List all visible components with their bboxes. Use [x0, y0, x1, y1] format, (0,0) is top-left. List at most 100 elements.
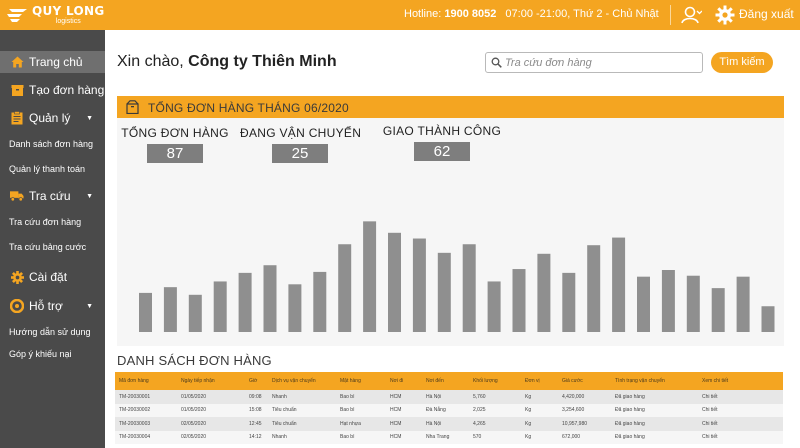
view-detail-link[interactable]: Chi tiết [698, 430, 783, 444]
sidebar-item-create-order[interactable]: Tạo đơn hàng [0, 79, 105, 101]
search-icon [491, 57, 502, 68]
table-cell: 10,957,980 [558, 417, 611, 431]
table-cell: Đã giao hàng [611, 390, 698, 404]
stat-label: TỔNG ĐƠN HÀNG [121, 126, 229, 140]
table-cell: 4,420,000 [558, 390, 611, 404]
table-cell: 02/05/2020 [177, 417, 245, 431]
search-input[interactable] [505, 55, 700, 70]
logo-tagline: logistics [55, 18, 81, 25]
sidebar-item-home[interactable]: Trang chủ [0, 51, 105, 73]
table-cell: Nhanh [268, 430, 336, 444]
table-cell: Tiêu chuẩn [268, 403, 336, 417]
table-row[interactable]: TM-20030003 02/05/2020 12:45 Tiêu chuẩn Hạt … [115, 417, 783, 431]
working-hours: 07:00 -21:00, Thứ 2 - Chủ Nhật [505, 8, 659, 20]
table-cell: 02/05/2020 [177, 430, 245, 444]
gear-icon [10, 270, 24, 284]
view-detail-link[interactable]: Chi tiết [698, 403, 783, 417]
chart-bar [388, 232, 401, 332]
column-header: Ngày tiếp nhận [177, 372, 245, 390]
sidebar-item-lookup[interactable]: Tra cứu ▼ [0, 185, 105, 207]
logo-mark-icon [7, 9, 27, 22]
view-detail-link[interactable]: Chi tiết [698, 417, 783, 431]
orders-table: Mã đơn hàng Ngày tiếp nhận Giờ Dịch vụ vận … [115, 372, 783, 444]
caret-down-icon: ▼ [86, 114, 93, 122]
table-cell: TM-20030001 [115, 390, 177, 404]
table-row[interactable]: TM-20030001 01/05/2020 09:08 Nhanh Bao bì HCM… [115, 390, 783, 404]
table-cell: Nha Trang [422, 430, 469, 444]
chart-bar [711, 288, 725, 332]
table-cell: Đà Nẵng [422, 403, 469, 417]
table-cell: HCM [386, 417, 422, 431]
table-row[interactable]: TM-20030004 02/05/2020 14:12 Nhanh Bao bì HCM… [115, 430, 783, 444]
sidebar-subitem-payment-management[interactable]: Quản lý thanh toán [0, 160, 105, 178]
sidebar-subitem-order-list[interactable]: Danh sách đơn hàng [0, 135, 105, 153]
chart-bar [612, 237, 626, 332]
chart-bar [462, 244, 476, 332]
column-header: Giá cước [558, 372, 611, 390]
search-button[interactable]: Tìm kiếm [711, 52, 773, 73]
stat-value: 62 [414, 142, 470, 161]
sidebar-item-support[interactable]: Hỗ trợ ▼ [0, 295, 105, 317]
table-cell: 12:45 [245, 417, 268, 431]
table-row[interactable]: TM-20030002 01/05/2020 15:08 Tiêu chuẩn Bao … [115, 403, 783, 417]
company-logo[interactable]: QUY LONG logistics [6, 2, 105, 28]
top-header: QUY LONG logistics Hotline: 1900 8052 07… [0, 0, 800, 30]
hotline-info: Hotline: 1900 8052 07:00 -21:00, Thứ 2 -… [404, 8, 659, 20]
sidebar-subitem-feedback[interactable]: Góp ý khiếu nại [0, 345, 105, 363]
sidebar-item-manage[interactable]: Quản lý ▼ [0, 107, 105, 129]
table-cell: Kg [521, 403, 558, 417]
column-header: Giờ [245, 372, 268, 390]
sidebar-item-label: Trang chủ [29, 55, 83, 69]
table-cell: Tiêu chuẩn [268, 417, 336, 431]
sidebar-item-label: Cài đặt [29, 270, 68, 284]
hotline-number[interactable]: 1900 8052 [444, 8, 497, 20]
sidebar-item-label: Tạo đơn hàng [29, 83, 105, 97]
table-cell: Đã giao hàng [611, 417, 698, 431]
chart-bar [238, 272, 252, 332]
sidebar-subitem-order-lookup[interactable]: Tra cứu đơn hàng [0, 213, 105, 231]
logout-button[interactable]: Đăng xuất [739, 7, 794, 21]
table-cell: TM-20030002 [115, 403, 177, 417]
stat-value: 25 [272, 144, 328, 163]
sidebar-subitem-label: Danh sách đơn hàng [9, 139, 93, 149]
sidebar-subitem-user-guide[interactable]: Hướng dẫn sử dụng [0, 323, 105, 341]
table-cell: 3,254,600 [558, 403, 611, 417]
table-cell: Hà Nội [422, 390, 469, 404]
chart-bar [163, 287, 177, 332]
chart-bar [188, 294, 202, 332]
sidebar-subitem-label: Quản lý thanh toán [9, 164, 86, 174]
user-account-icon[interactable] [680, 5, 702, 25]
order-search-box[interactable] [485, 52, 703, 73]
view-detail-link[interactable]: Chi tiết [698, 390, 783, 404]
sidebar-subitem-label: Tra cứu bảng cước [9, 242, 87, 252]
stat-delivered: GIAO THÀNH CÔNG 62 [380, 124, 504, 161]
chart-bar [736, 276, 750, 332]
column-header: Dịch vụ vận chuyển [268, 372, 336, 390]
table-cell: TM-20030004 [115, 430, 177, 444]
table-cell: 01/05/2020 [177, 403, 245, 417]
stat-value: 87 [147, 144, 203, 163]
chart-bar [313, 271, 327, 332]
column-header: Nơi đi [386, 372, 422, 390]
sidebar-item-settings[interactable]: Cài đặt [0, 266, 105, 288]
table-cell: Bao bì [336, 430, 386, 444]
settings-gear-icon[interactable] [715, 5, 735, 25]
stat-in-transit: ĐANG VẬN CHUYỂN 25 [240, 126, 361, 163]
table-cell: 01/05/2020 [177, 390, 245, 404]
sidebar-subitem-rate-lookup[interactable]: Tra cứu bảng cước [0, 238, 105, 256]
chart-bar [213, 281, 227, 332]
table-cell: Đã giao hàng [611, 403, 698, 417]
table-cell: Hà Nội [422, 417, 469, 431]
table-cell: Kg [521, 390, 558, 404]
panel-title: TỔNG ĐƠN HÀNG THÁNG 06/2020 [148, 101, 349, 115]
order-list-title: DANH SÁCH ĐƠN HÀNG [117, 353, 272, 368]
chart-bar [263, 265, 277, 332]
box-icon [126, 100, 139, 114]
table-cell: HCM [386, 403, 422, 417]
table-cell: 2,025 [469, 403, 521, 417]
chart-bar [587, 245, 601, 332]
chart-bar [686, 275, 700, 332]
column-header: Khối lượng [469, 372, 521, 390]
table-cell: TM-20030003 [115, 417, 177, 431]
table-body: TM-20030001 01/05/2020 09:08 Nhanh Bao bì HCM… [115, 390, 783, 444]
